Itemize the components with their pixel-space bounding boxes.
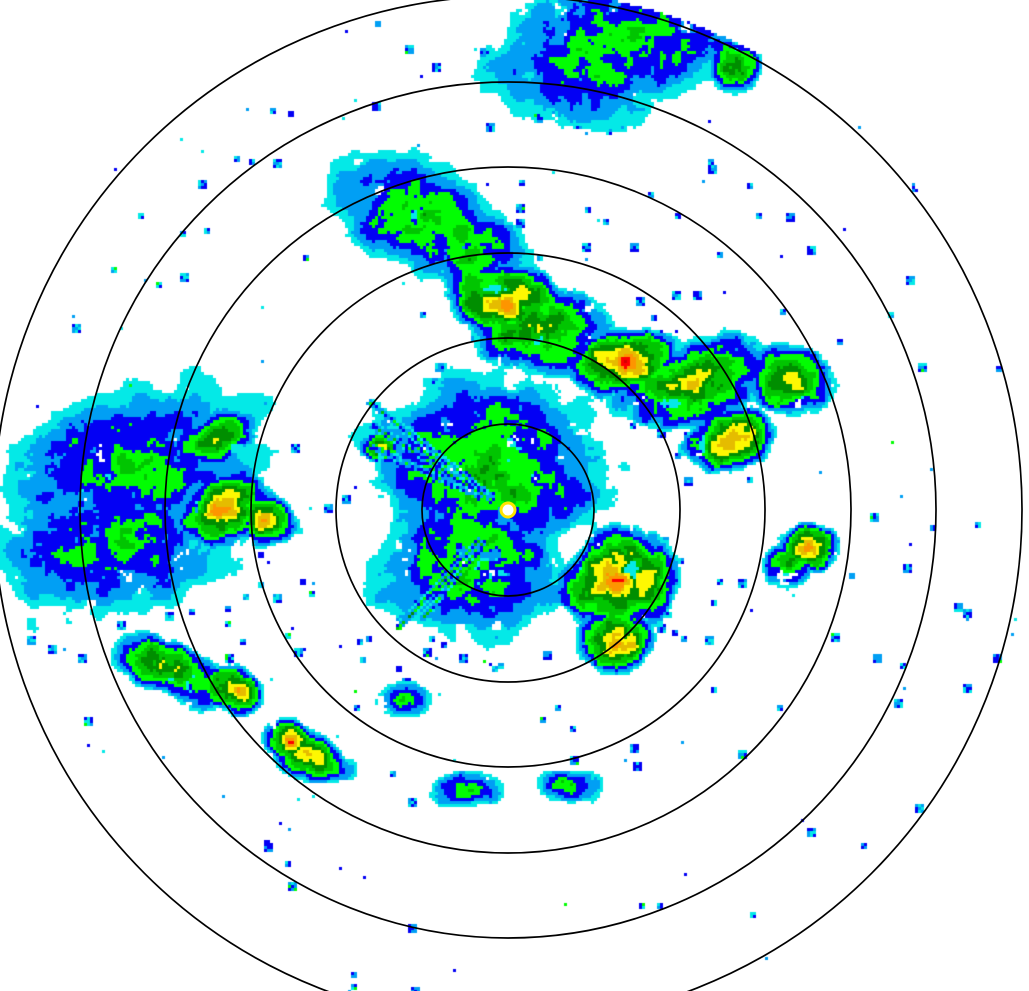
radar-site-marker — [502, 504, 514, 516]
